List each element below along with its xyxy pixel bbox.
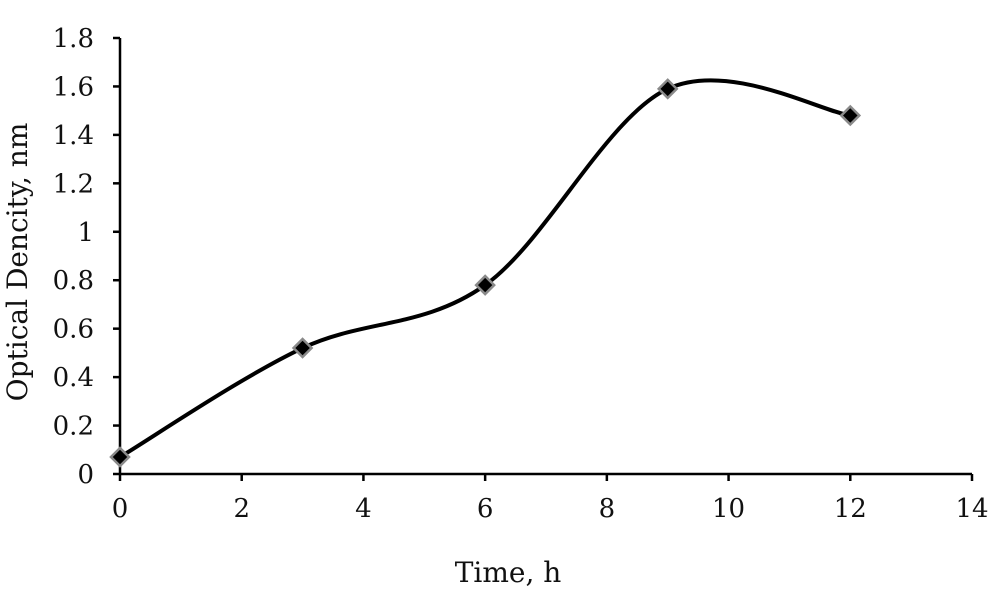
y-tick-label: 1.2 xyxy=(53,169,94,199)
y-tick-label: 1.6 xyxy=(53,72,94,102)
x-tick-label: 4 xyxy=(355,494,372,524)
x-tick-label: 6 xyxy=(477,494,494,524)
y-tick-label: 0.8 xyxy=(53,266,94,296)
x-tick-label: 0 xyxy=(112,494,129,524)
series-line xyxy=(118,78,853,460)
axes xyxy=(118,38,972,476)
y-tick-label: 1 xyxy=(77,218,94,248)
x-ticks: 0 2 4 6 8 10 12 14 xyxy=(112,474,989,524)
series-layer xyxy=(109,78,862,468)
y-ticks: 0 0.2 0.4 0.6 0.8 1 1.2 1.4 1.6 1.8 xyxy=(53,24,120,490)
y-tick-label: 1.8 xyxy=(53,24,94,54)
x-tick-label: 2 xyxy=(233,494,250,524)
y-tick-label: 0.4 xyxy=(53,363,94,393)
x-axis-title: Time, h xyxy=(455,556,562,589)
data-point-marker xyxy=(839,104,862,127)
y-tick-label: 0.6 xyxy=(53,315,94,345)
y-axis-title: Optical Dencity, nm xyxy=(1,123,34,402)
x-tick-label: 12 xyxy=(834,494,867,524)
x-tick-label: 8 xyxy=(599,494,616,524)
y-tick-label: 0 xyxy=(77,460,94,490)
data-point-marker xyxy=(109,446,131,468)
data-point-marker xyxy=(656,78,679,100)
data-point-marker xyxy=(474,274,496,296)
y-tick-label: 0.2 xyxy=(53,412,94,442)
x-tick-label: 14 xyxy=(955,494,988,524)
data-point-marker xyxy=(291,337,314,359)
y-tick-label: 1.4 xyxy=(53,121,94,151)
x-tick-label: 10 xyxy=(712,494,745,524)
